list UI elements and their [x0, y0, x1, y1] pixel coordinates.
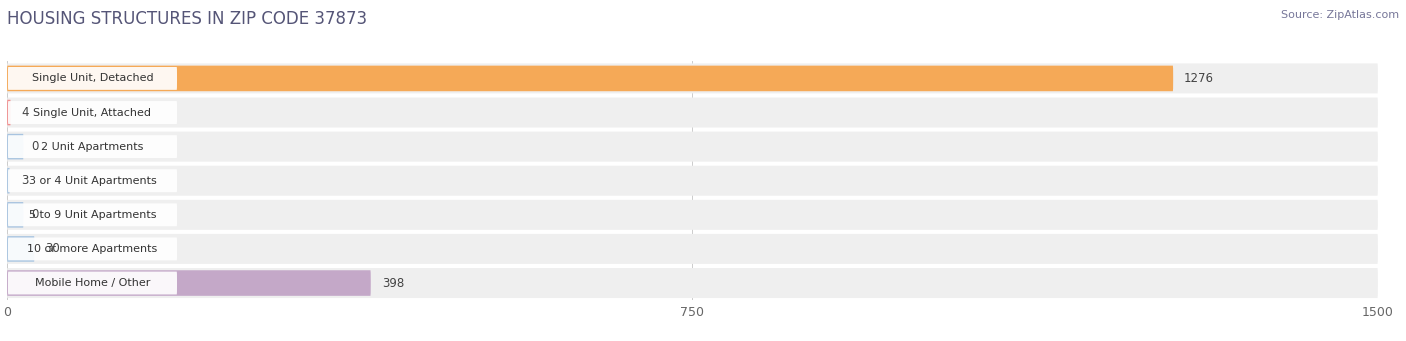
Text: 10 or more Apartments: 10 or more Apartments	[27, 244, 157, 254]
FancyBboxPatch shape	[7, 134, 24, 159]
FancyBboxPatch shape	[7, 63, 1378, 93]
Text: 1276: 1276	[1184, 72, 1215, 85]
Text: 0: 0	[31, 140, 38, 153]
Text: Single Unit, Detached: Single Unit, Detached	[32, 73, 153, 84]
Text: Single Unit, Attached: Single Unit, Attached	[34, 107, 152, 118]
Text: 3: 3	[21, 174, 28, 187]
FancyBboxPatch shape	[8, 169, 177, 192]
FancyBboxPatch shape	[8, 67, 177, 90]
Text: 0: 0	[31, 208, 38, 221]
FancyBboxPatch shape	[7, 202, 24, 228]
Text: 3 or 4 Unit Apartments: 3 or 4 Unit Apartments	[28, 176, 156, 186]
FancyBboxPatch shape	[7, 270, 371, 296]
FancyBboxPatch shape	[7, 200, 1378, 230]
Text: HOUSING STRUCTURES IN ZIP CODE 37873: HOUSING STRUCTURES IN ZIP CODE 37873	[7, 10, 367, 28]
Text: 5 to 9 Unit Apartments: 5 to 9 Unit Apartments	[28, 210, 156, 220]
FancyBboxPatch shape	[7, 98, 1378, 128]
Text: 4: 4	[21, 106, 30, 119]
FancyBboxPatch shape	[8, 135, 177, 158]
FancyBboxPatch shape	[7, 168, 10, 193]
FancyBboxPatch shape	[7, 65, 1173, 91]
FancyBboxPatch shape	[8, 101, 177, 124]
Text: Source: ZipAtlas.com: Source: ZipAtlas.com	[1281, 10, 1399, 20]
FancyBboxPatch shape	[7, 100, 11, 125]
Text: 2 Unit Apartments: 2 Unit Apartments	[41, 142, 143, 152]
Text: 398: 398	[381, 277, 404, 290]
FancyBboxPatch shape	[7, 234, 1378, 264]
FancyBboxPatch shape	[8, 237, 177, 260]
FancyBboxPatch shape	[7, 166, 1378, 196]
Text: Mobile Home / Other: Mobile Home / Other	[35, 278, 150, 288]
Text: 30: 30	[45, 242, 60, 255]
FancyBboxPatch shape	[8, 203, 177, 226]
FancyBboxPatch shape	[7, 132, 1378, 162]
FancyBboxPatch shape	[7, 236, 34, 262]
FancyBboxPatch shape	[7, 268, 1378, 298]
FancyBboxPatch shape	[8, 271, 177, 294]
